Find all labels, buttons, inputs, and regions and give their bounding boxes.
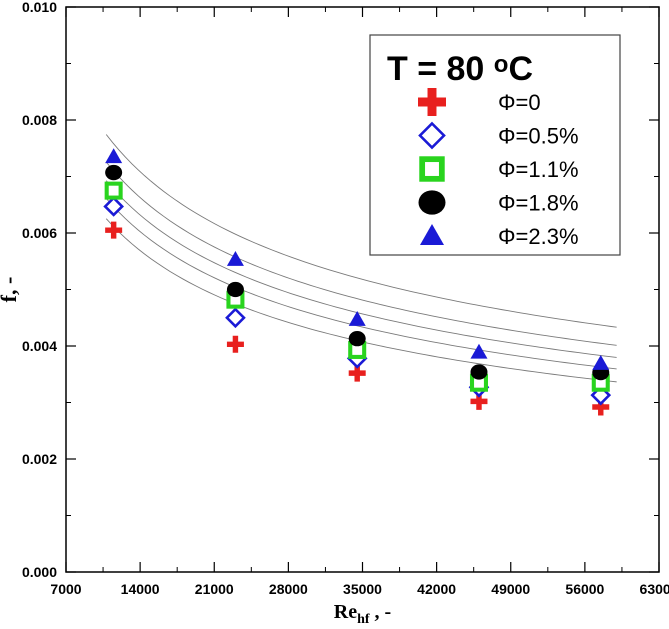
legend-title-main: T = 80 [387, 50, 494, 88]
fit-curve [105, 180, 617, 358]
data-point [592, 355, 610, 370]
y-tick-label: 0.002 [22, 451, 57, 467]
x-tick-label: 42000 [417, 581, 456, 597]
data-point [592, 398, 610, 416]
legend-items: Φ=0 Φ=0.5% Φ=1.1% Φ=1.8% Φ=2.3% [418, 88, 579, 249]
y-tick-labels: 0.000 0.002 0.004 0.006 0.008 0.010 [22, 0, 57, 580]
data-point [103, 196, 124, 217]
legend-marker [420, 224, 444, 245]
y-axis-title: f, - [0, 277, 21, 303]
data-point [226, 281, 244, 298]
fit-curve [105, 198, 617, 370]
legend-marker [418, 88, 446, 116]
legend-marker [418, 121, 446, 150]
data-point [470, 364, 488, 380]
legend-label: Φ=2.3% [498, 224, 579, 249]
legend-label: Φ=1.8% [498, 191, 579, 216]
y-tick-label: 0.008 [22, 112, 57, 128]
y-tick-label: 0.000 [22, 564, 57, 580]
data-point [104, 181, 123, 200]
data-point [105, 221, 123, 239]
x-tick-label: 35000 [343, 581, 382, 597]
fit-curves [105, 134, 617, 383]
x-tick-label: 56000 [565, 581, 604, 597]
legend-box [369, 34, 621, 256]
data-markers [103, 148, 612, 416]
data-point [348, 331, 366, 347]
x-axis-title: Rehf , - [334, 601, 391, 627]
fit-curve [105, 134, 617, 328]
y-tick-label: 0.010 [22, 0, 57, 15]
legend-title-celsius: C [508, 50, 533, 88]
legend: T = 80 oC Φ=0 Φ=0.5% Φ=1.1% Φ=1.8% Φ=2.3% [369, 34, 621, 256]
x-tick-label: 7000 [50, 581, 81, 597]
y-tick-label: 0.006 [22, 225, 57, 241]
data-point [105, 148, 123, 164]
legend-title-degree: o [494, 51, 509, 78]
data-point [226, 335, 244, 353]
x-axis-title-main: Re [334, 601, 357, 623]
legend-label: Φ=0.5% [498, 124, 579, 149]
x-tick-label: 28000 [269, 581, 308, 597]
x-axis-title-suffix: , - [370, 601, 392, 623]
x-tick-labels: 7000 14000 21000 28000 35000 42000 49000 56000 6… [50, 581, 669, 597]
data-point [226, 251, 244, 266]
x-axis-title-subscript: hf [357, 612, 370, 627]
x-tick-label: 21000 [195, 581, 234, 597]
x-tick-label: 49000 [491, 581, 530, 597]
x-tick-label: 14000 [121, 581, 160, 597]
legend-marker [419, 156, 445, 182]
fit-curve [105, 161, 617, 346]
legend-marker [418, 190, 446, 215]
data-point [348, 310, 366, 326]
data-point [105, 164, 123, 181]
legend-label: Φ=1.1% [498, 157, 579, 182]
data-point [348, 364, 366, 382]
data-point [225, 307, 246, 329]
y-tick-label: 0.004 [22, 338, 57, 354]
axis-ticks [65, 6, 660, 573]
data-point [470, 392, 488, 410]
data-point [470, 343, 488, 359]
legend-title: T = 80 oC [387, 50, 533, 88]
legend-label: Φ=0 [498, 90, 541, 115]
